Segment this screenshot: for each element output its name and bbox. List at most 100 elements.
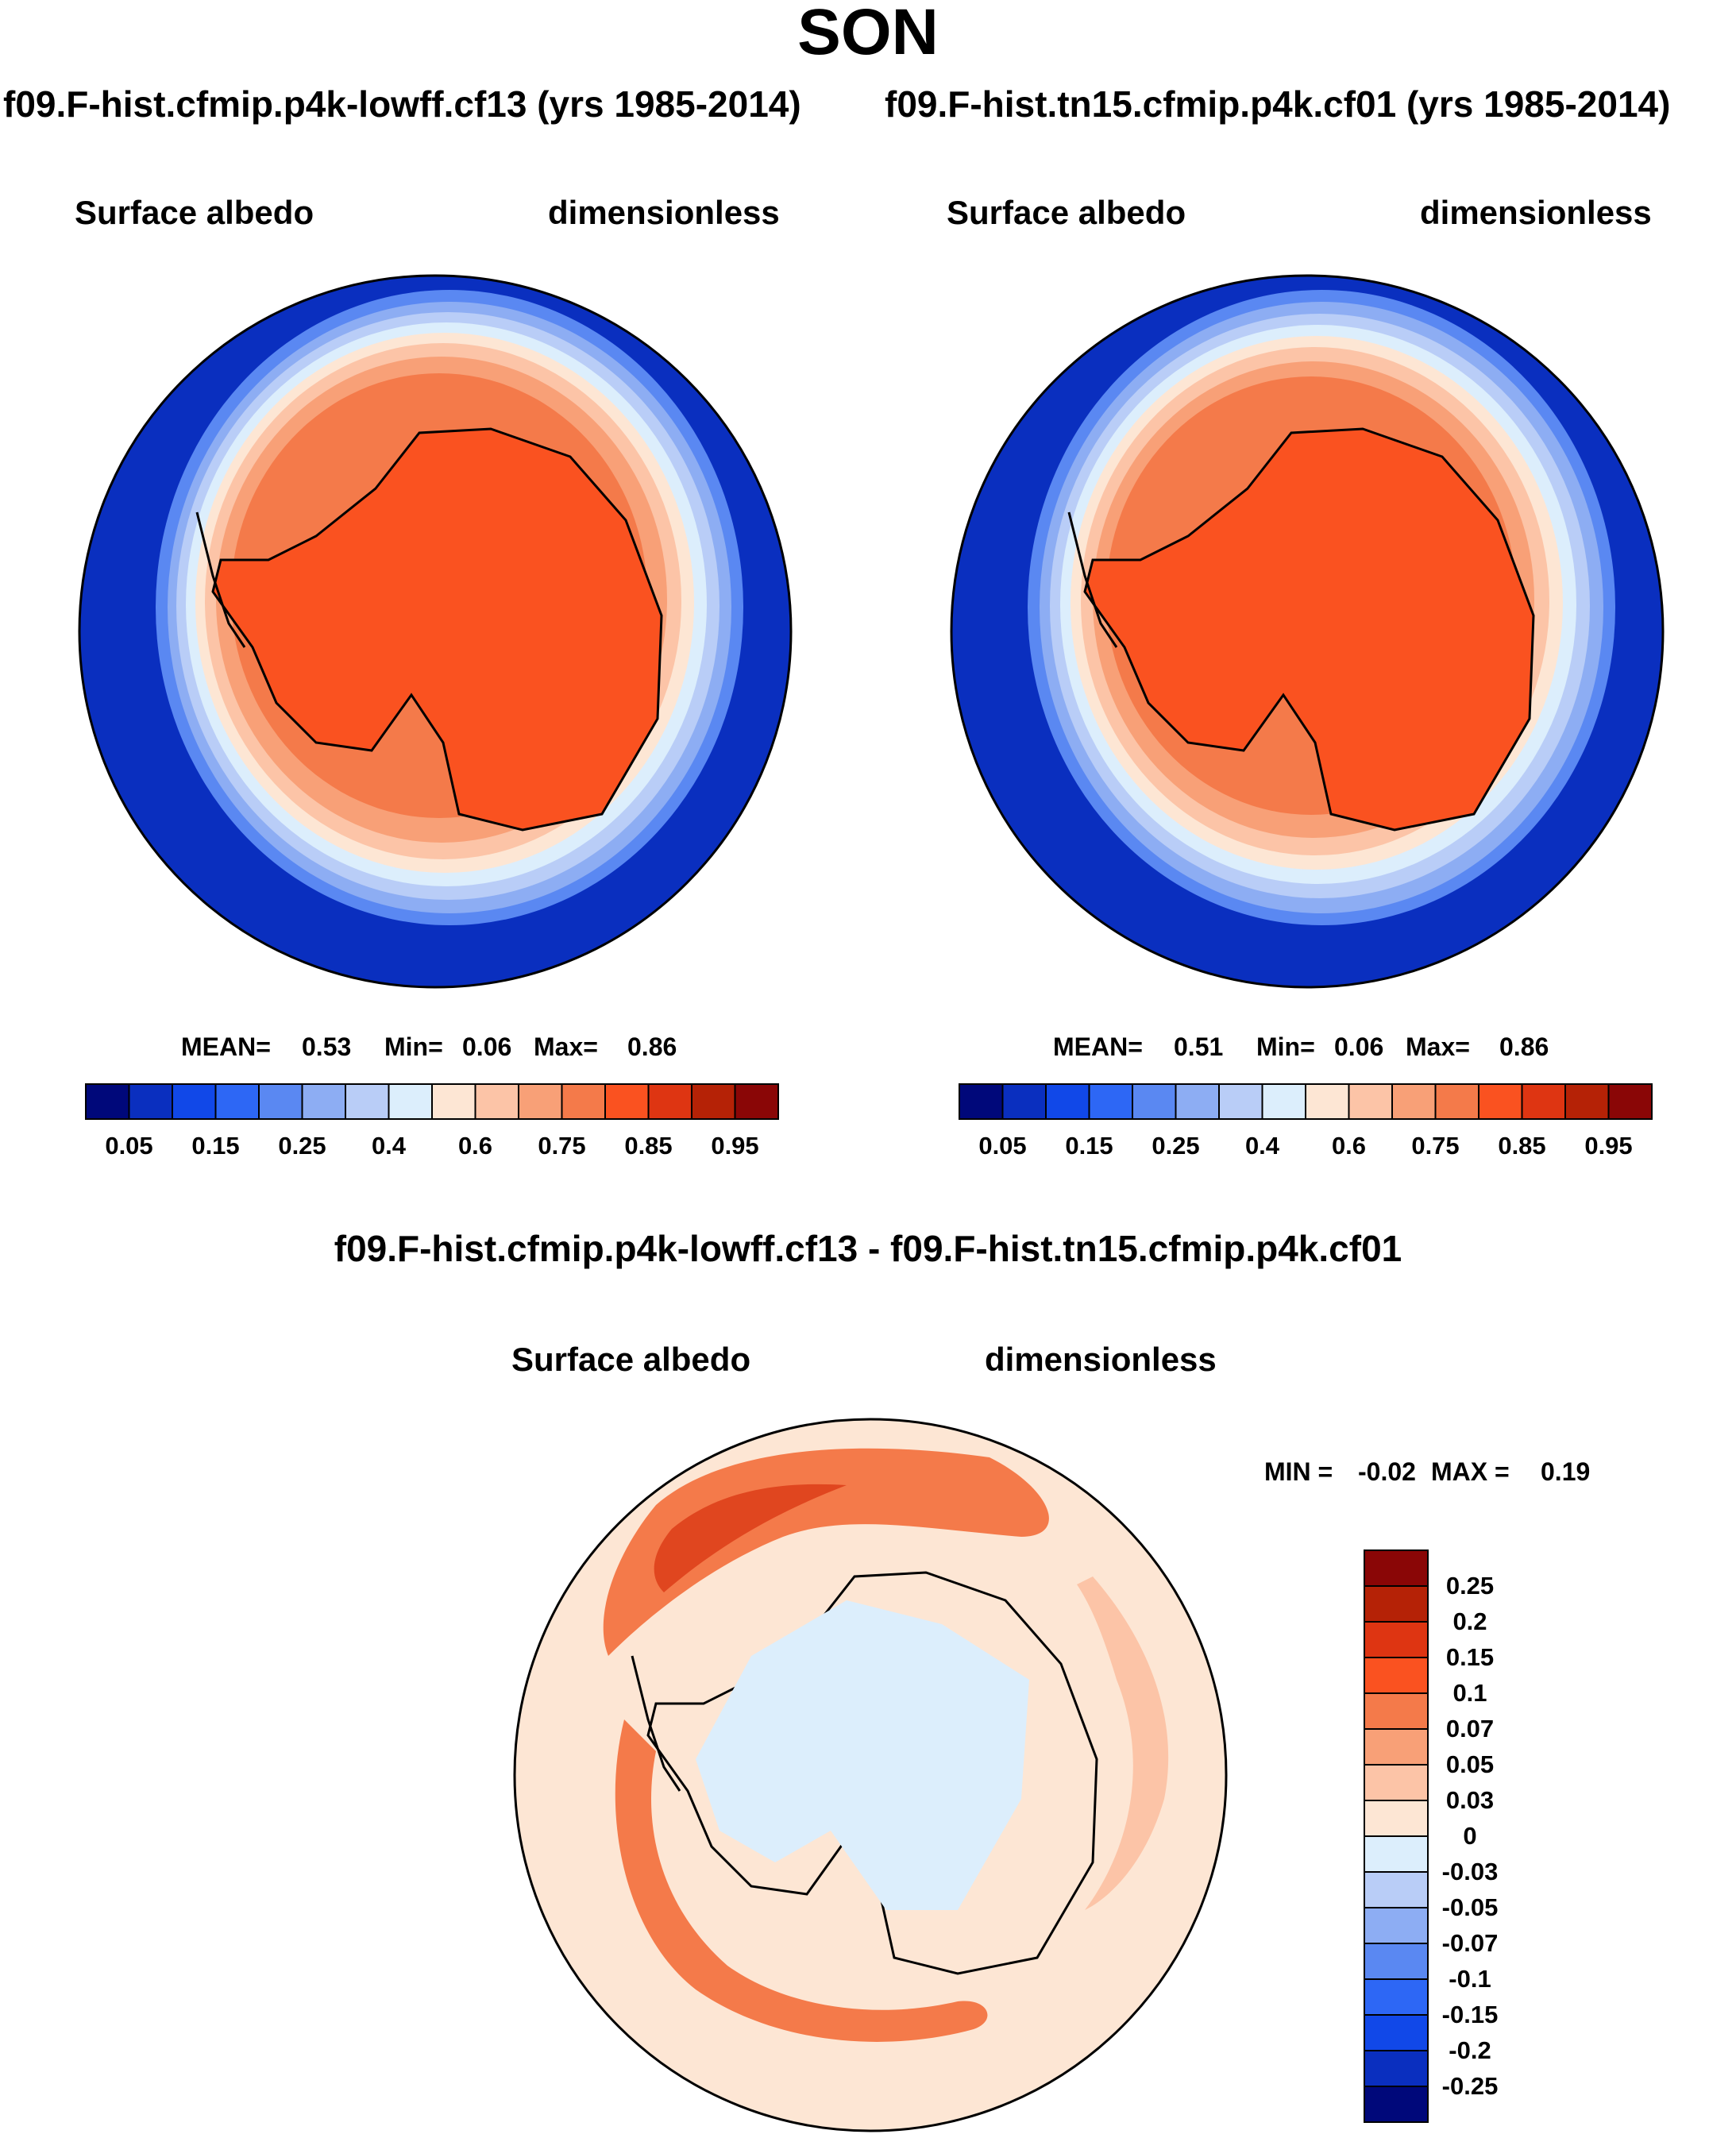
- page-title: SON: [797, 0, 939, 68]
- map-border: [950, 274, 1665, 989]
- colorbar-swatch: [258, 1083, 303, 1120]
- colorbar-tick-label: 0.6: [1331, 1132, 1367, 1160]
- colorbar-tick-label: 0.95: [1584, 1132, 1633, 1160]
- diff-variable-label: Surface albedo: [511, 1341, 751, 1378]
- colorbar-tick-label: 0.15: [1065, 1132, 1113, 1160]
- colorbar-swatch: [1348, 1083, 1393, 1120]
- colorbar-tick-label: 0.75: [1411, 1132, 1460, 1160]
- colorbar-tick-label: 0.03: [1445, 1786, 1495, 1814]
- colorbar-tick-label: -0.03: [1441, 1858, 1499, 1885]
- peninsula-coastline: [195, 511, 246, 648]
- left-min-value: 0.06: [462, 1032, 512, 1061]
- colorbar-swatch: [1364, 1835, 1429, 1873]
- colorbar-swatch: [959, 1083, 1004, 1120]
- colorbar-tick-label: 0.05: [978, 1132, 1027, 1160]
- colorbar-tick-label: -0.25: [1441, 2072, 1499, 2100]
- colorbar-swatch: [518, 1083, 563, 1120]
- diff-negative-region: [696, 1600, 1029, 1910]
- antarctica-continent: [1083, 427, 1535, 832]
- colorbar-swatch: [1364, 1871, 1429, 1908]
- right-albedo-map: [950, 274, 1665, 989]
- right-variable-label: Surface albedo: [947, 194, 1186, 231]
- colorbar-swatch: [1364, 1585, 1429, 1623]
- right-units-label: dimensionless: [1420, 194, 1652, 231]
- colorbar-tick-label: 0.4: [1244, 1132, 1280, 1160]
- colorbar-tick-label: -0.15: [1441, 2001, 1499, 2028]
- left-mean-label: MEAN=: [181, 1032, 271, 1061]
- diff-positive-band-south: [615, 1719, 988, 2042]
- colorbar-swatch: [345, 1083, 390, 1120]
- colorbar-swatch: [1364, 1621, 1429, 1658]
- colorbar-tick-label: 0.6: [457, 1132, 493, 1160]
- left-case-title: f09.F-hist.cfmip.p4k-lowff.cf13 (yrs 198…: [3, 83, 801, 125]
- right-colorbar: [959, 1083, 1653, 1120]
- colorbar-swatch: [1364, 1978, 1429, 2016]
- colorbar-tick-label: 0.25: [278, 1132, 326, 1160]
- colorbar-swatch: [1364, 1800, 1429, 1837]
- peninsula-coastline: [631, 1655, 681, 1792]
- map-border: [78, 274, 793, 989]
- colorbar-tick-label: 0.85: [1498, 1132, 1546, 1160]
- colorbar-tick-label: 0: [1463, 1822, 1477, 1850]
- colorbar-swatch: [1132, 1083, 1177, 1120]
- colorbar-tick-label: 0.15: [191, 1132, 240, 1160]
- colorbar-tick-label: 0.95: [711, 1132, 759, 1160]
- colorbar-tick-label: 0.25: [1152, 1132, 1200, 1160]
- colorbar-swatch: [734, 1083, 779, 1120]
- left-max-label: Max=: [534, 1032, 598, 1061]
- colorbar-swatch: [214, 1083, 260, 1120]
- colorbar-swatch: [1364, 1907, 1429, 1944]
- colorbar-tick-label: 0.75: [538, 1132, 586, 1160]
- map-border: [513, 1418, 1228, 2132]
- colorbar-tick-label: 0.05: [1445, 1750, 1495, 1778]
- colorbar-swatch: [691, 1083, 736, 1120]
- colorbar-swatch: [1364, 2086, 1429, 2123]
- difference-title: f09.F-hist.cfmip.p4k-lowff.cf13 - f09.F-…: [334, 1228, 1402, 1269]
- diff-max-value: 0.19: [1541, 1457, 1591, 1486]
- colorbar-swatch: [1218, 1083, 1263, 1120]
- colorbar-swatch: [1434, 1083, 1479, 1120]
- colorbar-swatch: [172, 1083, 217, 1120]
- colorbar-swatch: [1521, 1083, 1566, 1120]
- colorbar-swatch: [128, 1083, 173, 1120]
- colorbar-swatch: [1364, 1692, 1429, 1730]
- colorbar-swatch: [1175, 1083, 1220, 1120]
- colorbar-swatch: [1261, 1083, 1306, 1120]
- diff-units-label: dimensionless: [985, 1341, 1217, 1378]
- left-max-value: 0.86: [627, 1032, 677, 1061]
- colorbar-tick-label: 0.25: [1445, 1572, 1495, 1600]
- peninsula-coastline: [1067, 511, 1118, 648]
- colorbar-tick-label: -0.2: [1449, 2036, 1491, 2064]
- left-albedo-map: [78, 274, 793, 989]
- colorbar-tick-label: 0.07: [1445, 1715, 1495, 1742]
- colorbar-tick-label: 0.85: [624, 1132, 673, 1160]
- colorbar-tick-label: 0.05: [105, 1132, 153, 1160]
- colorbar-tick-label: -0.1: [1449, 1965, 1491, 1993]
- colorbar-swatch: [431, 1083, 476, 1120]
- colorbar-swatch: [1001, 1083, 1047, 1120]
- colorbar-swatch: [1305, 1083, 1350, 1120]
- colorbar-swatch: [388, 1083, 433, 1120]
- colorbar-swatch: [647, 1083, 692, 1120]
- diff-max-label: MAX =: [1431, 1457, 1510, 1486]
- left-mean-value: 0.53: [302, 1032, 352, 1061]
- colorbar-swatch: [1364, 2050, 1429, 2087]
- right-case-title: f09.F-hist.tn15.cfmip.p4k.cf01 (yrs 1985…: [885, 83, 1671, 125]
- colorbar-swatch: [301, 1083, 346, 1120]
- colorbar-swatch: [85, 1083, 130, 1120]
- colorbar-swatch: [474, 1083, 519, 1120]
- left-min-label: Min=: [384, 1032, 443, 1061]
- right-mean-value: 0.51: [1174, 1032, 1224, 1061]
- colorbar-swatch: [604, 1083, 650, 1120]
- colorbar-tick-label: -0.07: [1441, 1929, 1499, 1957]
- diff-positive-band-north: [603, 1448, 1049, 1656]
- colorbar-swatch: [1364, 1943, 1429, 1980]
- colorbar-swatch: [1364, 1764, 1429, 1801]
- diff-strong-band-north: [654, 1484, 847, 1592]
- colorbar-swatch: [1364, 2014, 1429, 2051]
- colorbar-swatch: [1364, 1728, 1429, 1766]
- colorbar-swatch: [561, 1083, 606, 1120]
- right-min-value: 0.06: [1334, 1032, 1384, 1061]
- colorbar-swatch: [1564, 1083, 1610, 1120]
- antarctica-continent: [211, 427, 663, 832]
